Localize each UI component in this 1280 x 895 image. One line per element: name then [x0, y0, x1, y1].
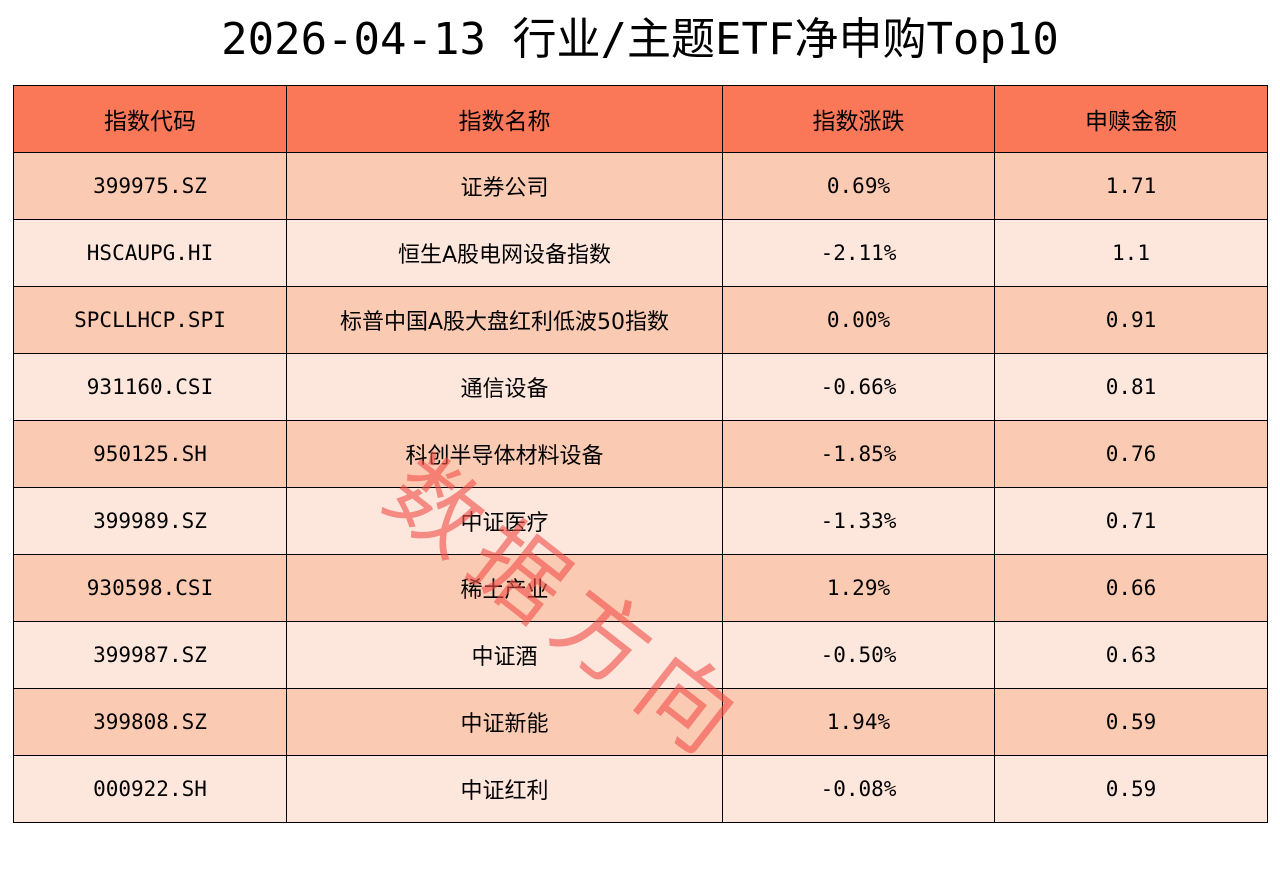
table-row: 931160.CSI 通信设备 -0.66% 0.81 [13, 353, 1268, 421]
column-header-code: 指数代码 [13, 85, 287, 153]
cell-net-amount: 1.1 [994, 219, 1268, 287]
column-header-amount: 申赎金额 [994, 85, 1268, 153]
cell-index-change: 1.29% [722, 554, 995, 622]
cell-net-amount: 0.81 [994, 353, 1268, 421]
cell-index-change: -0.66% [722, 353, 995, 421]
cell-index-change: 0.00% [722, 286, 995, 354]
table-row: 930598.CSI 稀土产业 1.29% 0.66 [13, 554, 1268, 622]
table-row: HSCAUPG.HI 恒生A股电网设备指数 -2.11% 1.1 [13, 219, 1268, 287]
table-row: 399975.SZ 证券公司 0.69% 1.71 [13, 152, 1268, 220]
etf-table: 指数代码 指数名称 指数涨跌 申赎金额 399975.SZ 证券公司 0.69% 1.… [13, 85, 1268, 823]
cell-index-code: SPCLLHCP.SPI [13, 286, 287, 354]
cell-index-code: 000922.SH [13, 755, 287, 823]
column-header-change: 指数涨跌 [722, 85, 995, 153]
table-row: 399987.SZ 中证酒 -0.50% 0.63 [13, 621, 1268, 689]
cell-index-code: 950125.SH [13, 420, 287, 488]
cell-index-name: 通信设备 [286, 353, 723, 421]
cell-index-code: 931160.CSI [13, 353, 287, 421]
cell-net-amount: 0.59 [994, 755, 1268, 823]
cell-index-name: 中证酒 [286, 621, 723, 689]
cell-index-code: 399989.SZ [13, 487, 287, 555]
table-row: 399808.SZ 中证新能 1.94% 0.59 [13, 688, 1268, 756]
cell-net-amount: 0.66 [994, 554, 1268, 622]
cell-index-code: 930598.CSI [13, 554, 287, 622]
cell-index-change: -2.11% [722, 219, 995, 287]
cell-index-change: 0.69% [722, 152, 995, 220]
table-row: 399989.SZ 中证医疗 -1.33% 0.71 [13, 487, 1268, 555]
cell-net-amount: 0.59 [994, 688, 1268, 756]
cell-index-change: -1.85% [722, 420, 995, 488]
cell-index-code: 399808.SZ [13, 688, 287, 756]
cell-index-change: 1.94% [722, 688, 995, 756]
cell-index-name: 中证医疗 [286, 487, 723, 555]
page-title: 2026-04-13 行业/主题ETF净申购Top10 [221, 14, 1059, 65]
cell-index-name: 中证新能 [286, 688, 723, 756]
cell-index-change: -0.08% [722, 755, 995, 823]
cell-net-amount: 0.63 [994, 621, 1268, 689]
cell-net-amount: 0.91 [994, 286, 1268, 354]
table-row: 950125.SH 科创半导体材料设备 -1.85% 0.76 [13, 420, 1268, 488]
table-row: SPCLLHCP.SPI 标普中国A股大盘红利低波50指数 0.00% 0.91 [13, 286, 1268, 354]
cell-net-amount: 0.71 [994, 487, 1268, 555]
table-body: 399975.SZ 证券公司 0.69% 1.71 HSCAUPG.HI 恒生A股电网设备… [13, 152, 1268, 823]
cell-index-name: 中证红利 [286, 755, 723, 823]
cell-index-change: -0.50% [722, 621, 995, 689]
cell-index-name: 稀土产业 [286, 554, 723, 622]
table-header-row: 指数代码 指数名称 指数涨跌 申赎金额 [13, 85, 1268, 153]
cell-index-code: 399975.SZ [13, 152, 287, 220]
cell-index-name: 科创半导体材料设备 [286, 420, 723, 488]
table-row: 000922.SH 中证红利 -0.08% 0.59 [13, 755, 1268, 823]
cell-index-name: 标普中国A股大盘红利低波50指数 [286, 286, 723, 354]
cell-index-change: -1.33% [722, 487, 995, 555]
cell-index-code: 399987.SZ [13, 621, 287, 689]
cell-net-amount: 0.76 [994, 420, 1268, 488]
cell-index-name: 证券公司 [286, 152, 723, 220]
cell-net-amount: 1.71 [994, 152, 1268, 220]
cell-index-name: 恒生A股电网设备指数 [286, 219, 723, 287]
column-header-name: 指数名称 [286, 85, 723, 153]
cell-index-code: HSCAUPG.HI [13, 219, 287, 287]
